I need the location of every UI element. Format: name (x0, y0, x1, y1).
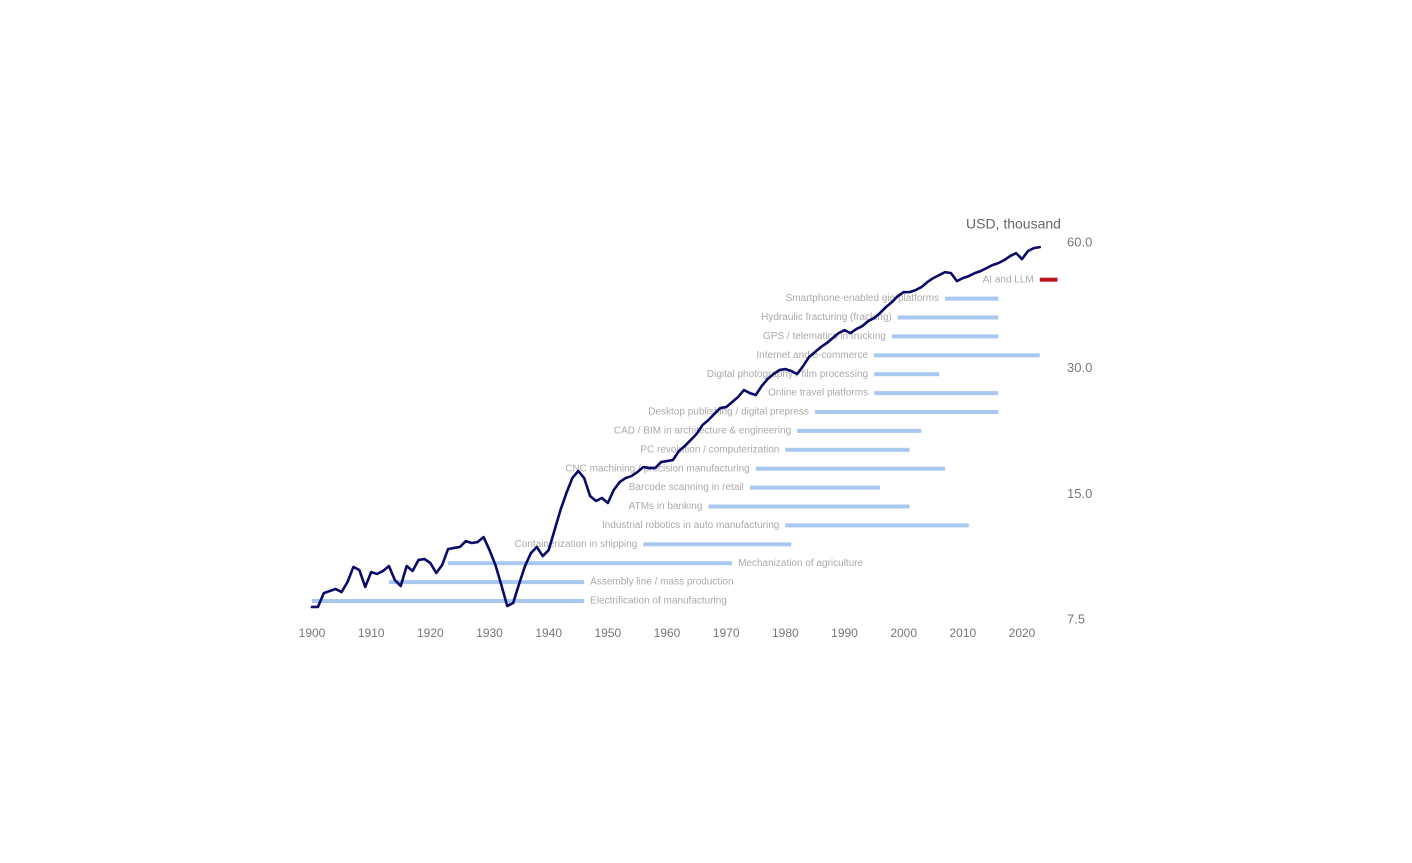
adoption-label: ATMs in banking (629, 501, 703, 512)
adoption-label: Smartphone-enabled gig platforms (786, 293, 939, 304)
adoption-bar (797, 428, 922, 433)
x-tick-label: 1930 (476, 626, 503, 640)
x-tick-label: 1940 (535, 626, 562, 640)
y-tick-label: 7.5 (1067, 611, 1085, 626)
x-tick-label: 2020 (1009, 626, 1036, 640)
adoption-bar (785, 523, 969, 528)
adoption-label: Online travel platforms (768, 388, 868, 399)
x-tick-label: 1990 (831, 626, 858, 640)
adoption-label: Containerization in shipping (514, 539, 637, 550)
x-tick-label: 1910 (358, 626, 385, 640)
adoption-bar (755, 466, 946, 471)
adoption-bar (874, 391, 999, 396)
data-line (310, 245, 1042, 609)
adoption-bar (749, 485, 880, 490)
y-axis-label: USD, thousand (966, 216, 1061, 232)
adoption-label: GPS / telematics in trucking (763, 331, 886, 342)
adoption-label: Industrial robotics in auto manufacturin… (602, 520, 779, 531)
y-tick-label: 60.0 (1067, 234, 1092, 249)
adoption-bar (448, 561, 733, 566)
adoption-bar (945, 296, 999, 301)
x-tick-label: 1980 (772, 626, 799, 640)
x-tick-label: 1950 (594, 626, 621, 640)
adoption-label: Barcode scanning in retail (629, 482, 744, 493)
adoption-bar (643, 542, 792, 547)
adoption-label: Digital photography / film processing (707, 369, 868, 380)
adoption-label: Assembly line / mass production (590, 577, 733, 588)
x-tick-label: 1920 (417, 626, 444, 640)
y-tick-label: 30.0 (1067, 360, 1092, 375)
adoption-label: CAD / BIM in architecture & engineering (614, 426, 791, 437)
adoption-bar (891, 334, 999, 339)
x-tick-label: 1960 (654, 626, 681, 640)
adoption-bar (708, 504, 910, 509)
y-tick-label: 15.0 (1067, 486, 1092, 501)
adoption-label: AI and LLM (983, 274, 1034, 285)
adoption-label: CNC machining / precision manufacturing (565, 463, 750, 474)
x-tick-label: 1970 (713, 626, 740, 640)
adoption-bar (1039, 277, 1058, 282)
x-tick-label: 1900 (299, 626, 326, 640)
adoption-label: Electrification of manufacturing (590, 596, 727, 607)
x-tick-label: 2010 (949, 626, 976, 640)
adoption-label: PC revolution / computerization (640, 444, 779, 455)
adoption-label: Hydraulic fracturing (fracking) (761, 312, 892, 323)
adoption-bar (874, 353, 1040, 358)
adoption-bar (814, 410, 999, 414)
adoption-label: Mechanization of agriculture (738, 558, 864, 569)
adoption-bar (897, 315, 999, 320)
x-tick-label: 2000 (890, 626, 917, 640)
adoption-bar (388, 580, 585, 585)
adoption-bar (312, 599, 585, 603)
adoption-bar (874, 372, 940, 377)
adoption-label: Desktop publishing / digital prepress (648, 407, 809, 418)
adoption-bar (785, 447, 910, 452)
